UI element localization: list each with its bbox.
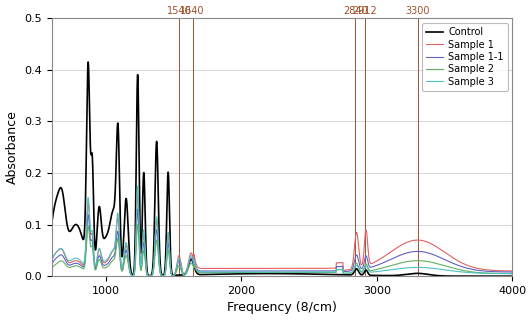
Sample 3 xyxy=(135,184,141,188)
Text: 1540: 1540 xyxy=(167,5,192,16)
Sample 1 xyxy=(146,274,153,278)
Sample 2 xyxy=(135,223,141,227)
Control xyxy=(225,272,231,276)
Sample 3 xyxy=(146,274,153,278)
Sample 3 xyxy=(325,270,331,274)
Sample 3 xyxy=(348,271,355,275)
Sample 1 xyxy=(48,259,55,262)
Sample 1 xyxy=(225,267,231,270)
Sample 2 xyxy=(146,274,153,278)
Sample 1-1 xyxy=(509,274,516,278)
Text: 2912: 2912 xyxy=(353,5,377,16)
Sample 3 xyxy=(225,270,231,274)
Sample 1 xyxy=(135,192,141,196)
Sample 2 xyxy=(132,263,138,267)
Control xyxy=(509,274,516,278)
Sample 1-1 xyxy=(393,255,399,259)
Sample 3 xyxy=(132,254,138,258)
Control xyxy=(392,274,398,277)
Control xyxy=(132,224,138,228)
Sample 1-1 xyxy=(348,268,355,272)
Sample 1 xyxy=(325,266,331,270)
Line: Sample 2: Sample 2 xyxy=(52,225,512,276)
Control xyxy=(48,223,55,227)
Line: Sample 1-1: Sample 1-1 xyxy=(52,209,512,276)
Line: Sample 3: Sample 3 xyxy=(52,186,512,276)
Line: Sample 1: Sample 1 xyxy=(52,194,512,276)
Sample 1 xyxy=(509,274,516,278)
Text: 2840: 2840 xyxy=(343,5,368,16)
Text: 3300: 3300 xyxy=(405,5,430,16)
Sample 3 xyxy=(48,258,55,262)
Control xyxy=(85,60,92,64)
X-axis label: Frequency (8/cm): Frequency (8/cm) xyxy=(227,301,337,315)
Sample 2 xyxy=(48,266,55,270)
Sample 1-1 xyxy=(48,262,55,266)
Sample 3 xyxy=(427,266,434,270)
Sample 3 xyxy=(509,274,516,278)
Sample 2 xyxy=(325,271,331,275)
Sample 1 xyxy=(393,247,399,251)
Sample 2 xyxy=(348,271,355,275)
Sample 1 xyxy=(348,266,355,270)
Sample 1 xyxy=(132,256,138,260)
Sample 1 xyxy=(427,242,434,245)
Y-axis label: Absorbance: Absorbance xyxy=(5,110,19,184)
Sample 1-1 xyxy=(225,269,231,273)
Sample 1-1 xyxy=(325,269,331,273)
Sample 1-1 xyxy=(132,260,138,263)
Control xyxy=(325,273,331,276)
Text: 1640: 1640 xyxy=(180,5,205,16)
Sample 2 xyxy=(225,271,231,275)
Sample 1-1 xyxy=(427,252,434,256)
Sample 1-1 xyxy=(146,274,153,278)
Control xyxy=(427,273,434,277)
Sample 2 xyxy=(393,262,399,266)
Sample 2 xyxy=(509,274,516,278)
Control xyxy=(348,273,354,276)
Sample 1-1 xyxy=(135,207,141,211)
Sample 2 xyxy=(427,260,434,264)
Line: Control: Control xyxy=(52,62,512,276)
Sample 3 xyxy=(393,267,399,271)
Legend: Control, Sample 1, Sample 1-1, Sample 2, Sample 3: Control, Sample 1, Sample 1-1, Sample 2,… xyxy=(422,23,508,91)
